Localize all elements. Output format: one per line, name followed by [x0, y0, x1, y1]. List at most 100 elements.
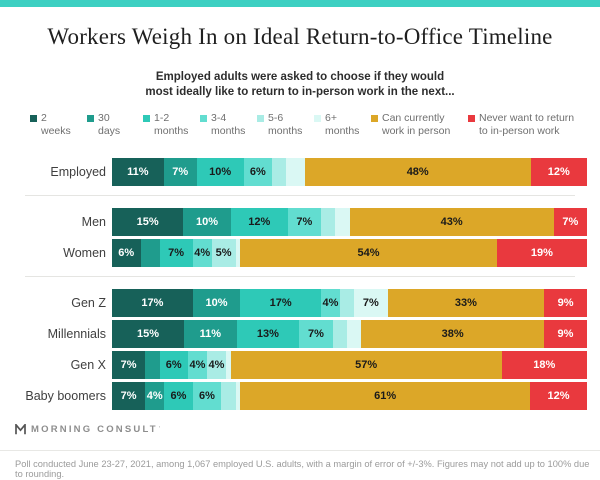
- segment-value: 19%: [530, 247, 553, 259]
- segment-value: 15%: [136, 216, 159, 228]
- stacked-bar: 6% 7% 4% 5% 54% 19%: [112, 239, 587, 267]
- segment-value: 43%: [440, 216, 463, 228]
- segment-value: 7%: [172, 166, 189, 178]
- segment-value: 57%: [355, 359, 378, 371]
- bar-segment-6-months: [335, 208, 350, 236]
- segment-value: 18%: [533, 359, 556, 371]
- segment-value: 11%: [199, 328, 222, 340]
- bar-segment-30-days: 11%: [183, 320, 237, 348]
- bar-segment-1-2-months: 6%: [164, 382, 193, 410]
- bar-segment-30-days: [140, 239, 160, 267]
- segment-value: 7%: [362, 297, 379, 309]
- segment-value: 6%: [118, 247, 135, 259]
- bar-segment-6-months: [347, 320, 362, 348]
- bar-segment-3-4-months: 6%: [192, 382, 222, 410]
- segment-value: 48%: [406, 166, 429, 178]
- stacked-bar: 11% 7% 10% 6% 48% 12%: [112, 158, 588, 186]
- legend-swatch-3-4-months: [200, 115, 207, 122]
- stacked-bar: 17% 10% 17% 4% 7% 33% 9%: [112, 289, 587, 317]
- bar-segment-never-want-to-return-to-in-person-work: 19%: [496, 239, 587, 267]
- segment-value: 4%: [194, 247, 211, 259]
- bar-segment-2-weeks: 7%: [112, 382, 146, 410]
- segment-value: 10%: [195, 216, 219, 228]
- legend-item-30-days: 30 days: [87, 112, 143, 138]
- bar-segment-3-4-months: 7%: [299, 320, 333, 348]
- segment-value: 12%: [248, 216, 271, 228]
- bar-segment-30-days: 10%: [183, 208, 231, 236]
- segment-value: 4%: [208, 359, 225, 371]
- bar-row-baby-boomers: Baby boomers 7% 4% 6% 6% 61% 12%: [25, 382, 587, 410]
- segment-value: 7%: [120, 390, 137, 402]
- morning-consult-m-icon: [15, 424, 26, 435]
- segment-value: 9%: [557, 328, 574, 340]
- legend-item-3-4-months: 3-4 months: [200, 112, 257, 138]
- legend-swatch-can-currently-work-in-person: [371, 115, 378, 122]
- legend-item-6-months: 6+ months: [314, 112, 371, 138]
- segment-value: 5%: [215, 247, 232, 259]
- segment-value: 54%: [357, 247, 380, 259]
- group-divider: [25, 276, 575, 277]
- legend-label: 30 days: [98, 112, 121, 137]
- bar-segment-never-want-to-return-to-in-person-work: 18%: [501, 351, 587, 379]
- bar-segment-can-currently-work-in-person: 48%: [304, 158, 531, 186]
- bar-segment-6-months: [235, 382, 241, 410]
- bar-segment-never-want-to-return-to-in-person-work: 7%: [553, 208, 587, 236]
- legend-label: 2 weeks: [41, 112, 71, 137]
- segment-value: 17%: [141, 297, 164, 309]
- legend: 2 weeks 30 days 1-2 months 3-4 months 5-6 months 6…: [30, 112, 592, 138]
- segment-value: 11%: [127, 166, 149, 178]
- bar-row-gen-z: Gen Z 17% 10% 17% 4% 7% 33% 9%: [25, 289, 587, 317]
- bar-segment-can-currently-work-in-person: 54%: [240, 239, 497, 267]
- bar-segment-5-6-months: 4%: [207, 351, 226, 379]
- bar-segment-5-6-months: 5%: [211, 239, 236, 267]
- bar-segment-can-currently-work-in-person: 38%: [361, 320, 544, 348]
- row-label: Men: [81, 215, 106, 229]
- bar-row-millennials: Millennials 15% 11% 13% 7% 38% 9%: [25, 320, 587, 348]
- segment-value: 6%: [249, 166, 266, 178]
- bar-segment-1-2-months: 12%: [230, 208, 288, 236]
- bar-segment-can-currently-work-in-person: 61%: [240, 382, 530, 410]
- bar-segment-2-weeks: 6%: [112, 239, 141, 267]
- stacked-bar: 15% 10% 12% 7% 43% 7%: [112, 208, 587, 236]
- segment-value: 7%: [168, 247, 185, 259]
- bar-segment-never-want-to-return-to-in-person-work: 9%: [543, 320, 587, 348]
- legend-swatch-6-months: [314, 115, 321, 122]
- legend-label: 3-4 months: [211, 112, 246, 137]
- legend-item-2-weeks: 2 weeks: [30, 112, 87, 138]
- segment-value: 4%: [322, 297, 339, 309]
- bar-segment-1-2-months: 6%: [159, 351, 188, 379]
- stacked-bar: 7% 4% 6% 6% 61% 12%: [112, 382, 587, 410]
- segment-value: 7%: [296, 216, 313, 228]
- bar-row-women: Women 6% 7% 4% 5% 54% 19%: [25, 239, 587, 267]
- row-label: Employed: [50, 165, 106, 179]
- bar-segment-3-4-months: 4%: [321, 289, 340, 317]
- group-divider: [25, 195, 575, 196]
- segment-value: 9%: [557, 297, 574, 309]
- bar-segment-can-currently-work-in-person: 43%: [349, 208, 554, 236]
- row-label: Gen X: [70, 358, 106, 372]
- bar-segment-5-6-months: [340, 289, 355, 317]
- bar-segment-3-4-months: 4%: [192, 239, 212, 267]
- segment-value: 61%: [374, 390, 397, 402]
- legend-swatch-never-want-to-return-to-in-person-work: [468, 115, 475, 122]
- logo: MORNING CONSULT ': [15, 424, 160, 435]
- bar-segment-can-currently-work-in-person: 57%: [230, 351, 502, 379]
- bar-segment-6-months: [235, 239, 241, 267]
- legend-item-1-2-months: 1-2 months: [143, 112, 200, 138]
- row-label: Baby boomers: [25, 389, 106, 403]
- bar-segment-can-currently-work-in-person: 33%: [387, 289, 545, 317]
- bar-segment-30-days: 7%: [163, 158, 197, 186]
- bar-segment-2-weeks: 15%: [112, 208, 184, 236]
- segment-value: 33%: [454, 297, 477, 309]
- bar-row-men: Men 15% 10% 12% 7% 43% 7%: [25, 208, 587, 236]
- bar-segment-never-want-to-return-to-in-person-work: 9%: [544, 289, 587, 317]
- footnote: Poll conducted June 23-27, 2021, among 1…: [15, 459, 590, 479]
- chart: Employed 11% 7% 10% 6% 48% 12% Men 15% 10% 12% 7% 43…: [25, 150, 588, 413]
- bar-segment-1-2-months: 13%: [236, 320, 300, 348]
- bar-segment-6-months: 7%: [354, 289, 388, 317]
- legend-swatch-30-days: [87, 115, 94, 122]
- segment-value: 7%: [562, 216, 579, 228]
- bar-segment-6-months: [286, 158, 305, 186]
- bar-segment-2-weeks: 15%: [112, 320, 184, 348]
- bar-row-employed: Employed 11% 7% 10% 6% 48% 12%: [25, 158, 588, 186]
